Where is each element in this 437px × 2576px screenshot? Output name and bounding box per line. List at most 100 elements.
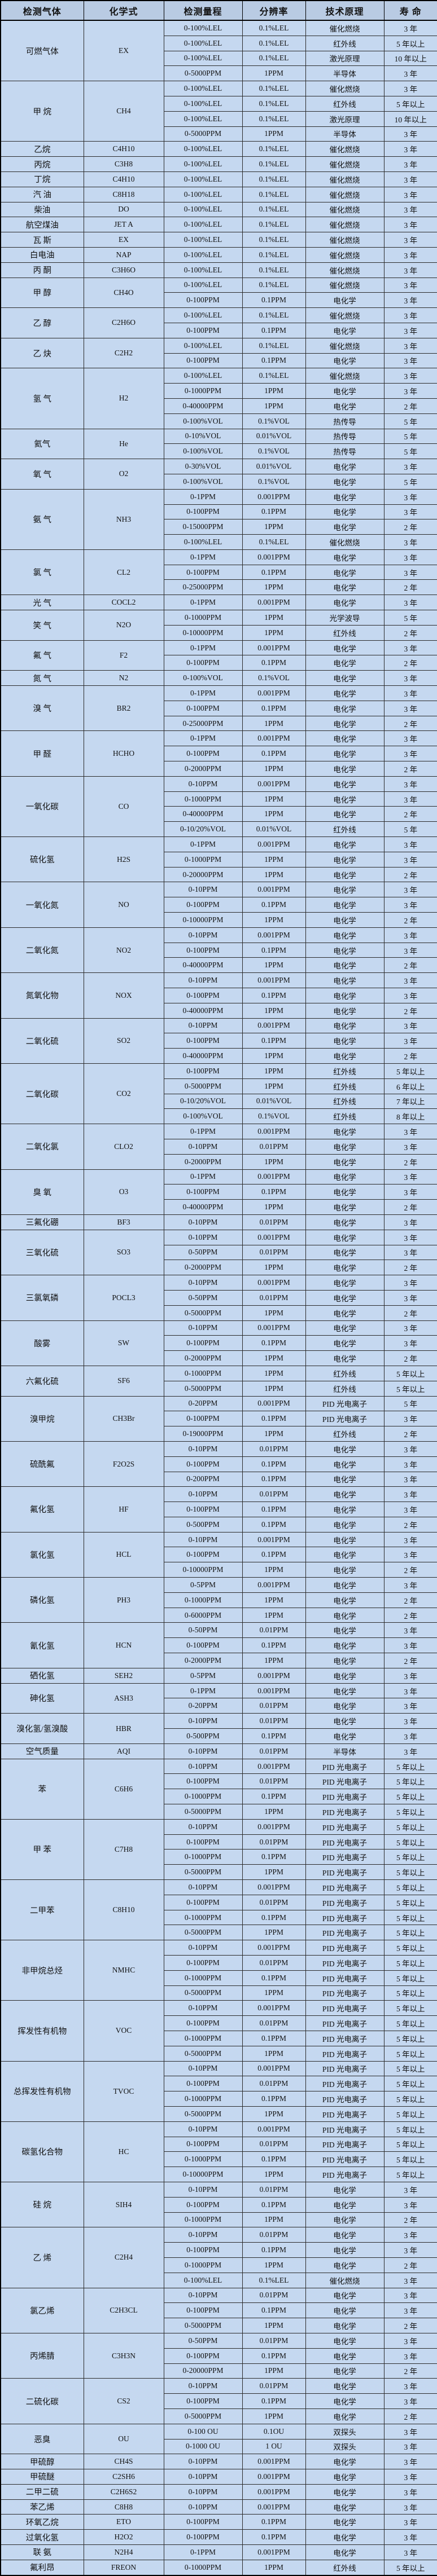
formula-cell: NH3: [83, 488, 164, 550]
lifespan-cell: 3 年: [383, 65, 437, 82]
table-row: 总挥发性有机物 TVOC 0-10PPM 0.001PPM PID 光电离子 5 年以上: [0, 2060, 437, 2122]
table-row: 0-100PPM 0.1PPM 电化学 2 年: [1, 655, 437, 671]
range-cell: 0-1000PPM: [163, 851, 243, 868]
table-row: 丙 酮 C3H6O 0-100%LEL 0.1%LEL 催化燃烧 3 年: [0, 262, 437, 278]
lifespan-cell: 3 年: [383, 141, 437, 157]
table-row: 瓦 斯 EX 0-100%LEL 0.1%LEL 催化燃烧 3 年: [0, 232, 437, 248]
resolution-cell: 0.01PPM: [242, 1486, 306, 1503]
range-cell: 0-100PPM: [163, 2242, 243, 2258]
lifespan-cell: 3 年: [383, 156, 437, 172]
lifespan-cell: 3 年: [383, 1138, 437, 1155]
principle-cell: 激光原理: [305, 111, 384, 127]
resolution-cell: 0.1PPM: [242, 746, 306, 762]
table-row: 氯化氢 HCL 0-10PPM 0.001PPM 电化学 3 年: [0, 1531, 437, 1578]
resolution-cell: 0.01%VOL: [242, 1093, 306, 1109]
gas-name-cell: 航空煤油: [0, 217, 84, 233]
lifespan-cell: 3 年: [383, 2272, 437, 2288]
resolution-cell: 0.1PPM: [242, 2393, 306, 2409]
range-cell: 0-25000PPM: [163, 715, 243, 732]
resolution-cell: 0.001PPM: [242, 1275, 306, 1291]
range-cell: 0-15000PPM: [163, 519, 243, 535]
lifespan-cell: 3 年: [383, 534, 437, 550]
lifespan-cell: 3 年: [383, 171, 437, 187]
range-cell: 0-1000PPM: [163, 1365, 243, 1381]
formula-cell: NO2: [83, 927, 164, 974]
range-cell: 0-100%LEL: [163, 50, 243, 67]
resolution-cell: 1PPM: [242, 957, 306, 974]
principle-cell: PID 光电离子: [305, 2030, 384, 2046]
formula-cell: H2: [83, 368, 164, 429]
lifespan-cell: 3 年: [383, 1275, 437, 1291]
range-cell: 0-19000PPM: [163, 1426, 243, 1442]
principle-cell: 电化学: [305, 459, 384, 474]
table-row: 溴 气 BR2 0-1PPM 0.001PPM 电化学 3 年: [0, 685, 437, 732]
formula-cell: SIH4: [83, 2181, 164, 2228]
table-row: 0-100PPM 0.1PPM 电化学 3 年: [1, 1335, 437, 1351]
resolution-cell: 0.1PPM: [242, 655, 306, 671]
table-row: 二氧化硫 SO2 0-10PPM 0.001PPM 电化学 3 年: [0, 1018, 437, 1064]
gas-name-cell: 非甲烷总烃: [0, 1940, 84, 2001]
lifespan-cell: 5 年: [383, 1395, 437, 1412]
range-cell: 0-100%LEL: [163, 262, 243, 278]
resolution-cell: 0.01PPM: [242, 2287, 306, 2304]
lifespan-cell: 3 年: [383, 2529, 437, 2546]
lifespan-cell: 3 年: [383, 2302, 437, 2319]
lifespan-cell: 5 年以上: [383, 1834, 437, 1850]
lifespan-cell: 3 年: [383, 2227, 437, 2243]
range-cell: 0-100%LEL: [163, 141, 243, 157]
range-cell: 0-1000PPM: [163, 791, 243, 807]
range-cell: 0-2000PPM: [163, 1350, 243, 1366]
table-row: 0-100PPM 0.01PPM PID 光电离子 5 年以上: [1, 2076, 437, 2092]
gas-name-cell: 三氟化硼: [0, 1214, 84, 1230]
principle-cell: 电化学: [305, 1516, 384, 1533]
table-row: 0-100PPM 0.1PPM 电化学 3 年: [1, 2242, 437, 2258]
principle-cell: 催化燃烧: [305, 186, 384, 202]
range-cell: 0-10000PPM: [163, 912, 243, 928]
table-row: 0-15000PPM 1PPM 电化学 2 年: [1, 519, 437, 535]
resolution-cell: 0.1%LEL: [242, 171, 306, 187]
lifespan-cell: 5 年: [383, 821, 437, 838]
principle-cell: PID 光电离子: [305, 2106, 384, 2122]
principle-cell: 催化燃烧: [305, 232, 384, 248]
table-row: 0-100PPM 0.01PPM PID 光电离子 5 年以上: [1, 1955, 437, 1971]
table-row: 0-40000PPM 1PPM 电化学 2 年: [1, 398, 437, 414]
resolution-cell: 0.1PPM: [242, 1637, 306, 1654]
range-cell: 0-5000PPM: [163, 1078, 243, 1094]
principle-cell: 电化学: [305, 1289, 384, 1306]
lifespan-cell: 3 年: [383, 1184, 437, 1200]
range-cell: 0-2000PPM: [163, 1260, 243, 1276]
lifespan-cell: 2 年: [383, 957, 437, 974]
principle-cell: 电化学: [305, 912, 384, 928]
principle-cell: 电化学: [305, 488, 384, 505]
table-row: 三氟化硼 BF3 0-10PPM 0.01PPM 电化学 3 年: [0, 1214, 437, 1230]
lifespan-cell: 3 年: [383, 2287, 437, 2304]
resolution-cell: 1PPM: [242, 1653, 306, 1668]
range-cell: 0-100%VOL: [163, 1108, 243, 1125]
principle-cell: PID 光电离子: [305, 1818, 384, 1835]
range-cell: 0-100PPM: [163, 504, 243, 520]
table-row: 0-1000PPM 1PPM 电化学 3 年: [1, 383, 437, 399]
lifespan-cell: 3 年: [383, 186, 437, 202]
table-row: 0-100%LEL 0.1%LEL 催化燃烧 3 年: [1, 534, 437, 550]
formula-cell: O3: [83, 1169, 164, 1215]
principle-cell: 电化学: [305, 2287, 384, 2304]
col-header-lifespan: 寿 命: [383, 0, 437, 21]
gas-name-cell: 汽 油: [0, 186, 84, 202]
table-row: 0-100%LEL 0.1%LEL 催化燃烧 3 年: [1, 2272, 437, 2288]
principle-cell: 电化学: [305, 2302, 384, 2319]
principle-cell: 电化学: [305, 715, 384, 732]
formula-cell: C2H2: [83, 337, 164, 369]
principle-cell: 电化学: [305, 398, 384, 414]
formula-cell: H2S: [83, 836, 164, 883]
lifespan-cell: 5 年以上: [383, 1864, 437, 1881]
resolution-cell: 0.001PPM: [242, 1758, 306, 1774]
formula-cell: VOC: [83, 2000, 164, 2062]
resolution-cell: 0.001PPM: [242, 2454, 306, 2470]
resolution-cell: 1PPM: [242, 1199, 306, 1215]
principle-cell: 催化燃烧: [305, 81, 384, 96]
principle-cell: PID 光电离子: [305, 2091, 384, 2107]
lifespan-cell: 3 年: [383, 776, 437, 792]
principle-cell: 双探头: [305, 2438, 384, 2455]
principle-cell: 半导体: [305, 126, 384, 142]
